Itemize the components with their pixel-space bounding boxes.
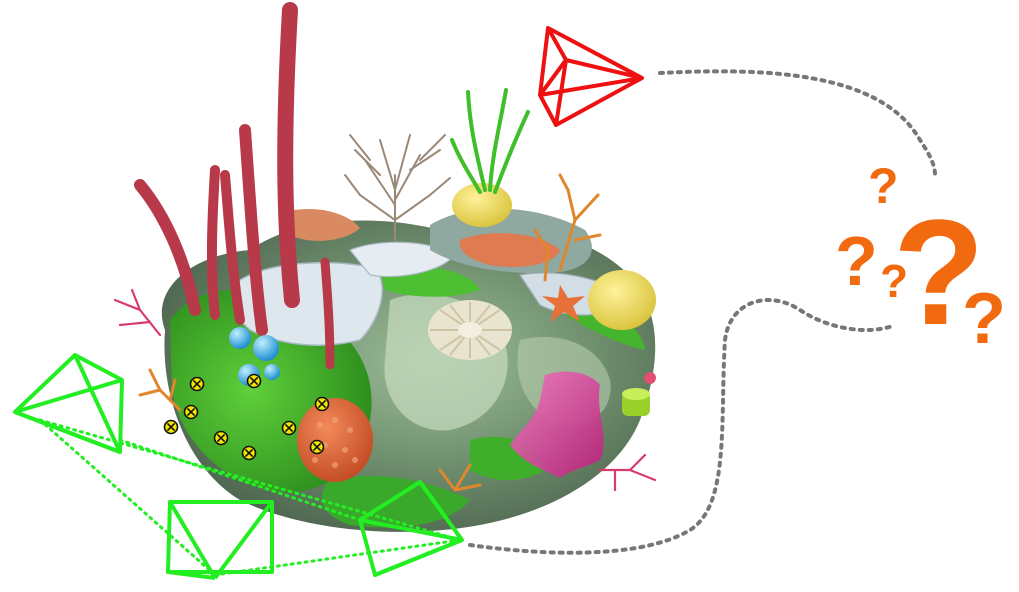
brain-coral [297, 398, 373, 482]
pink-coral [113, 288, 657, 492]
question-mark: ? [868, 158, 899, 214]
query-camera [538, 26, 644, 127]
question-mark: ? [835, 222, 878, 300]
feature-point-marker [163, 419, 179, 435]
starfish [542, 285, 585, 322]
question-mark: ? [962, 279, 1006, 359]
question-mark-large: ? [893, 188, 985, 356]
yellow-sponge [588, 270, 656, 330]
feature-point-marker [183, 404, 199, 420]
pink-star-sponge [510, 371, 604, 478]
plate-coral [233, 261, 383, 346]
feature-point-marker [189, 376, 205, 392]
sea-fan [344, 134, 451, 241]
anemone [428, 300, 512, 360]
moss-patch [321, 476, 470, 528]
question-marks: ? ? ? ? ? [835, 158, 1006, 359]
uncertain-path [468, 69, 937, 555]
feature-point-marker [309, 439, 325, 455]
encrusting-coral [285, 208, 360, 241]
feature-point-marker [246, 373, 262, 389]
seagrass [450, 88, 530, 194]
known-camera [166, 500, 274, 580]
feature-points [163, 373, 330, 461]
brain-coral-texture [312, 417, 358, 468]
red-tube-sponges [134, 2, 335, 370]
encrusting-coral [459, 233, 560, 267]
yellow-sponge [452, 183, 512, 227]
question-mark: ? [880, 255, 908, 307]
feature-point-marker [213, 430, 229, 446]
feature-point-marker [281, 420, 297, 436]
coral-reef-rock [113, 2, 657, 532]
green-tube-top [622, 388, 650, 400]
branching-coral [138, 173, 602, 492]
pink-knob [644, 372, 656, 384]
feature-point-marker [241, 445, 257, 461]
known-camera [13, 353, 124, 454]
known-camera [358, 480, 464, 577]
feature-point-marker [314, 396, 330, 412]
camera-connections [38, 418, 462, 577]
